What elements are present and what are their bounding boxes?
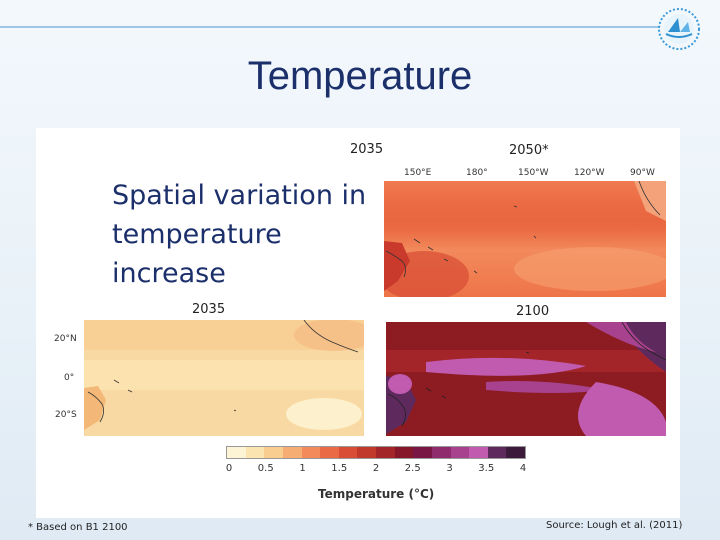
color-scale-swatch — [301, 447, 321, 458]
color-scale-bar — [226, 446, 526, 459]
lon-label-150e: 150°E — [404, 168, 432, 178]
slide-title: Temperature — [247, 54, 473, 98]
color-scale-swatch — [506, 447, 525, 458]
color-scale-title: Temperature (°C) — [318, 487, 435, 501]
color-scale-swatch — [245, 447, 265, 458]
color-scale-tick-label: 2.5 — [404, 463, 421, 474]
color-scale-tick-label: 3 — [446, 463, 453, 474]
color-scale-swatch — [469, 447, 488, 458]
color-scale-swatch — [357, 447, 376, 458]
color-scale-swatch — [413, 447, 432, 458]
source-citation: Source: Lough et al. (2011) — [546, 520, 683, 531]
label-bottom-2100: 2100 — [516, 304, 550, 319]
color-scale-tick-label: 1 — [299, 463, 306, 474]
color-scale-swatch — [376, 447, 395, 458]
footnote: * Based on B1 2100 — [28, 522, 128, 533]
map-2035 — [84, 320, 364, 436]
lon-label-90w: 90°W — [630, 168, 655, 178]
color-scale-swatch — [282, 447, 302, 458]
color-scale-tick-label: 4 — [519, 463, 527, 474]
lat-label-20n: 20°N — [54, 334, 77, 344]
color-scale-tick-label: 1.5 — [331, 463, 348, 474]
body-text: Spatial variation in temperature increas… — [112, 180, 367, 289]
lon-label-180: 180° — [466, 168, 488, 178]
organization-logo-icon — [656, 6, 702, 52]
label-top-2050: 2050* — [509, 143, 549, 158]
color-scale-swatch — [264, 447, 283, 458]
header-divider-line — [0, 26, 660, 28]
color-scale-swatch — [320, 447, 339, 458]
map-2100 — [386, 322, 666, 436]
color-scale-tick-label: 3.5 — [478, 463, 495, 474]
color-scale-swatch — [431, 447, 451, 458]
color-scale-swatch — [227, 447, 246, 458]
color-scale-swatch — [394, 447, 414, 458]
color-scale-tick-label: 0.5 — [257, 463, 274, 474]
label-bottom-2035: 2035 — [192, 302, 226, 317]
color-scale-tick-label: 2 — [372, 463, 380, 474]
color-scale-swatch — [487, 447, 507, 458]
map-2050 — [384, 181, 666, 297]
lat-label-20s: 20°S — [55, 410, 77, 420]
color-scale-swatch — [338, 447, 358, 458]
label-top-2035: 2035 — [350, 142, 384, 157]
color-scale-swatch — [450, 447, 470, 458]
lat-label-0: 0° — [64, 373, 75, 383]
lon-label-120w: 120°W — [574, 168, 605, 178]
color-scale-tick-label: 0 — [225, 463, 233, 474]
lon-label-150w: 150°W — [518, 168, 549, 178]
